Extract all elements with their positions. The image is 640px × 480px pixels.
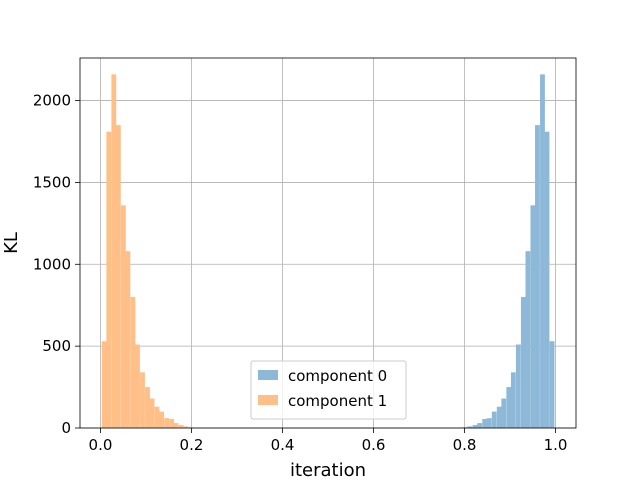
legend-swatch-component-0 [258, 370, 278, 380]
histogram-bar-component-1 [169, 418, 175, 428]
histogram-bar-component-0 [535, 125, 540, 428]
x-tick-label: 0.0 [89, 436, 113, 454]
x-tick-label: 0.2 [180, 436, 204, 454]
y-tick-label: 1500 [33, 173, 71, 191]
x-tick-label: 1.0 [544, 436, 568, 454]
y-tick-label: 1000 [33, 255, 71, 273]
histogram-bar-component-1 [125, 251, 131, 428]
histogram-bar-component-0 [540, 74, 545, 429]
histogram-bar-component-0 [510, 372, 516, 428]
y-tick-label: 500 [42, 337, 71, 355]
x-tick-label: 0.6 [362, 436, 386, 454]
histogram-bar-component-1 [111, 74, 117, 429]
histogram-bar-component-1 [183, 426, 189, 428]
y-tick-label: 0 [61, 419, 71, 437]
histogram-bar-component-1 [130, 297, 136, 428]
bars-layer [101, 74, 555, 429]
grid-layer [80, 58, 576, 429]
histogram-bar-component-1 [159, 411, 165, 428]
ticks-layer: 0.0 0.2 0.4 0.6 0.8 1.0 0 500 1000 1500 2000 [33, 92, 568, 454]
histogram-bar-component-0 [549, 341, 555, 428]
histogram-bar-component-1 [106, 131, 112, 429]
histogram-bar-component-0 [486, 418, 492, 428]
histogram-bar-component-0 [472, 425, 478, 428]
histogram-bar-component-1 [101, 341, 107, 428]
legend-swatch-component-1 [258, 395, 278, 405]
histogram-bar-component-0 [467, 426, 473, 428]
histogram-bar-component-0 [520, 297, 526, 428]
histogram-bar-component-0 [530, 205, 536, 428]
legend: component 0 component 1 [250, 360, 407, 420]
legend-label-component-1: component 1 [288, 392, 387, 410]
y-tick-label: 2000 [33, 92, 71, 110]
histogram-bar-component-0 [544, 131, 550, 429]
histogram-bar-component-1 [188, 427, 194, 428]
histogram-bar-component-1 [164, 418, 170, 428]
y-axis-label: KL [1, 232, 22, 254]
histogram-bar-component-0 [515, 344, 521, 428]
histogram-bar-component-0 [477, 423, 483, 428]
histogram-bar-component-1 [178, 425, 184, 428]
histogram-bar-component-0 [463, 427, 468, 428]
histogram-bar-component-1 [154, 406, 160, 428]
histogram-bar-component-1 [120, 205, 126, 428]
histogram-bar-component-0 [496, 406, 502, 428]
histogram-bar-component-0 [506, 387, 512, 428]
legend-box [250, 360, 407, 420]
histogram-bar-component-0 [491, 411, 497, 428]
histogram-bar-component-0 [482, 418, 488, 428]
x-tick-label: 0.4 [271, 436, 295, 454]
histogram-bar-component-1 [115, 125, 121, 428]
histogram-bar-component-1 [173, 423, 179, 428]
histogram-bar-component-1 [140, 372, 145, 428]
legend-label-component-0: component 0 [288, 367, 387, 385]
histogram-bar-component-1 [145, 387, 150, 428]
histogram-bar-component-1 [149, 398, 155, 428]
histogram-bar-component-1 [135, 344, 140, 428]
histogram-bar-component-0 [501, 398, 507, 428]
x-axis-label: iteration [290, 460, 366, 480]
histogram-bar-component-0 [525, 251, 531, 428]
x-tick-label: 0.8 [453, 436, 477, 454]
plot-frame [79, 57, 577, 429]
